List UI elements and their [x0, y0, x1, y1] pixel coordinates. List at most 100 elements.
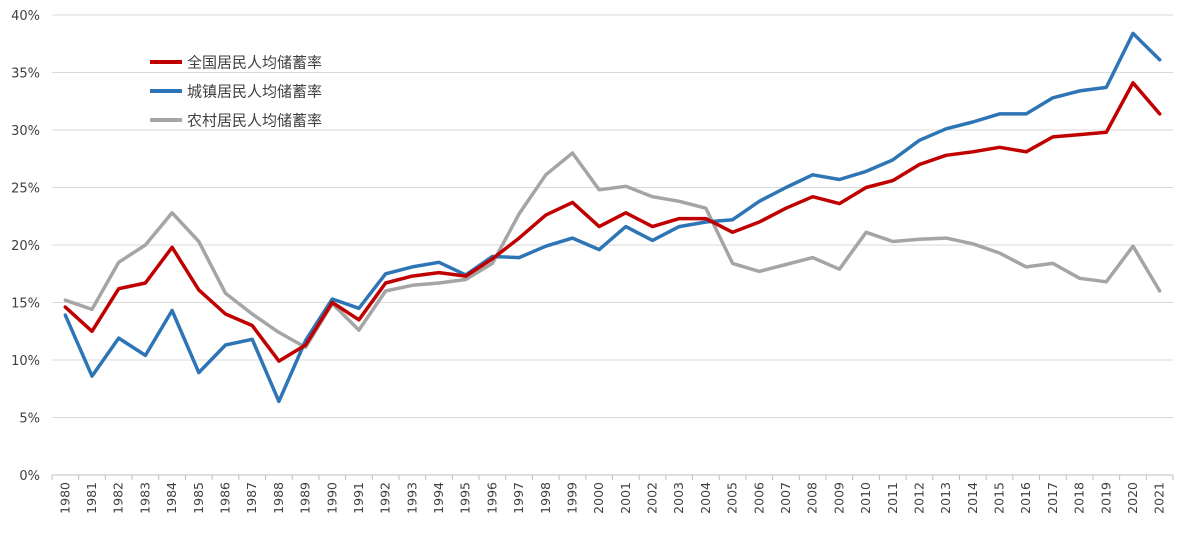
- data-point: [837, 178, 841, 182]
- series-line: [63, 81, 1162, 363]
- x-tick-label: 1981: [84, 482, 99, 514]
- x-tick-label: 1999: [564, 482, 579, 514]
- data-point: [384, 272, 388, 276]
- data-point: [624, 225, 628, 229]
- data-point: [170, 211, 174, 215]
- data-point: [784, 206, 788, 210]
- x-tick-label: 1992: [378, 482, 393, 514]
- data-point: [357, 318, 361, 322]
- x-tick-label: 2016: [1018, 482, 1033, 514]
- data-point: [517, 256, 521, 260]
- data-point: [117, 287, 121, 291]
- data-point: [944, 127, 948, 131]
- y-tick-label: 15%: [11, 297, 40, 312]
- y-tick-label: 0%: [19, 469, 40, 484]
- x-tick-label: 2019: [1098, 482, 1113, 514]
- x-tick-label: 1983: [137, 482, 152, 514]
- x-tick-label: 2020: [1125, 482, 1140, 514]
- data-point: [357, 306, 361, 310]
- data-point: [971, 120, 975, 124]
- data-point: [597, 188, 601, 192]
- legend-item: 城镇居民人均储蓄率: [150, 83, 322, 101]
- data-point: [250, 312, 254, 316]
- data-point: [971, 242, 975, 246]
- x-tick-label: 2013: [938, 482, 953, 514]
- data-point: [90, 307, 94, 311]
- data-point: [1104, 280, 1108, 284]
- x-tick-label: 1980: [57, 482, 72, 514]
- data-point: [437, 271, 441, 275]
- data-point: [651, 238, 655, 242]
- data-point: [1078, 89, 1082, 93]
- x-tick-label: 2002: [645, 482, 660, 514]
- y-tick-label: 10%: [11, 354, 40, 369]
- x-tick-label: 2017: [1045, 482, 1060, 514]
- data-point: [490, 257, 494, 261]
- x-tick-label: 2006: [751, 482, 766, 514]
- series-lines: [63, 31, 1162, 404]
- x-tick-label: 1994: [431, 482, 446, 514]
- data-point: [117, 260, 121, 264]
- data-point: [1078, 276, 1082, 280]
- data-point: [544, 213, 548, 217]
- data-point: [651, 225, 655, 229]
- data-point: [197, 288, 201, 292]
- x-tick-label: 2009: [831, 482, 846, 514]
- x-axis-tick-labels: 1980 1981 1982 1983 1984 1985 1986 1987 1988 1989…: [51, 475, 1174, 514]
- data-point: [864, 230, 868, 234]
- series-1: [63, 81, 1162, 363]
- x-tick-label: 2001: [618, 482, 633, 514]
- data-point: [224, 343, 228, 347]
- data-point: [784, 263, 788, 267]
- data-point: [1024, 265, 1028, 269]
- data-point: [330, 301, 334, 305]
- x-tick-label: 2014: [965, 482, 980, 514]
- data-point: [90, 329, 94, 333]
- data-point: [837, 267, 841, 271]
- data-point: [597, 225, 601, 229]
- series-2: [63, 31, 1162, 404]
- data-point: [597, 248, 601, 252]
- data-point: [224, 312, 228, 316]
- data-point: [757, 220, 761, 224]
- data-point: [250, 337, 254, 341]
- x-tick-label: 1982: [111, 482, 126, 514]
- data-point: [170, 245, 174, 249]
- data-point: [677, 199, 681, 203]
- data-point: [731, 261, 735, 265]
- data-point: [250, 324, 254, 328]
- series-3: [63, 151, 1162, 350]
- data-point: [197, 371, 201, 375]
- data-point: [624, 184, 628, 188]
- data-point: [63, 305, 67, 309]
- x-tick-label: 1985: [191, 482, 206, 514]
- data-point: [998, 251, 1002, 255]
- x-tick-label: 2008: [805, 482, 820, 514]
- data-point: [837, 202, 841, 206]
- data-point: [437, 281, 441, 285]
- data-point: [571, 236, 575, 240]
- x-tick-label: 2003: [671, 482, 686, 514]
- x-tick-label: 1986: [217, 482, 232, 514]
- data-point: [624, 211, 628, 215]
- legend-label: 全国居民人均储蓄率: [187, 54, 322, 72]
- data-point: [143, 243, 147, 247]
- x-tick-label: 2000: [591, 482, 606, 514]
- data-point: [811, 256, 815, 260]
- data-point: [651, 195, 655, 199]
- x-tick-label: 1993: [404, 482, 419, 514]
- data-point: [1158, 112, 1162, 116]
- data-point: [677, 217, 681, 221]
- x-tick-label: 1984: [164, 482, 179, 514]
- y-tick-label: 20%: [11, 239, 40, 254]
- data-point: [410, 283, 414, 287]
- data-point: [384, 289, 388, 293]
- y-tick-label: 40%: [11, 9, 40, 24]
- series-line: [63, 31, 1162, 404]
- data-point: [1024, 150, 1028, 154]
- x-tick-label: 2007: [778, 482, 793, 514]
- data-point: [891, 240, 895, 244]
- data-point: [384, 281, 388, 285]
